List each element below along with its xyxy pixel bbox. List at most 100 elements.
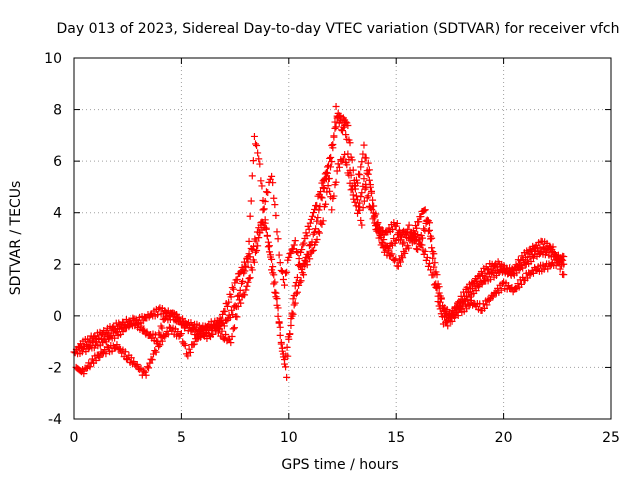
data-point [218,327,226,335]
data-point [497,286,505,294]
data-point [186,322,194,330]
data-point [293,248,301,256]
data-point [303,232,311,240]
data-point [359,204,367,212]
data-point [142,371,150,379]
data-point [277,266,285,274]
data-point [352,192,360,200]
data-point [425,219,433,227]
data-point [357,193,365,201]
data-point [263,231,271,239]
data-point [88,337,96,345]
data-point [333,167,341,175]
data-point [271,201,279,209]
x-tick-label: 10 [280,430,298,446]
y-tick-label: 4 [53,206,62,222]
data-points [70,102,568,381]
data-point [274,312,282,320]
data-point [299,241,307,249]
data-point [80,370,88,378]
data-point [270,194,278,202]
data-point [395,226,403,234]
data-point [165,323,173,331]
data-point [396,258,404,266]
data-point [430,250,438,258]
data-point [469,280,477,288]
data-point [245,237,253,245]
data-point [327,153,335,161]
data-point [246,274,254,282]
data-point [257,219,265,227]
data-point [475,283,483,291]
data-point [449,311,457,319]
data-point [320,184,328,192]
data-point [274,235,282,243]
data-point [184,352,192,360]
data-point [270,280,278,288]
data-point [293,288,301,296]
data-point [403,233,411,241]
data-point [279,275,287,283]
data-point [124,321,132,329]
data-point [314,214,322,222]
data-point [276,323,284,331]
data-point [399,254,407,262]
data-point [306,255,314,263]
data-point [408,228,416,236]
data-point [310,209,318,217]
data-point [529,269,537,277]
data-point [329,144,337,152]
data-point [268,255,276,263]
data-point [153,337,161,345]
data-point [345,171,353,179]
data-point [168,310,176,318]
data-point [230,285,238,293]
data-point [255,155,263,163]
data-point [260,205,268,213]
data-point [307,215,315,223]
data-point [364,159,372,167]
data-point [285,253,293,261]
data-point [287,321,295,329]
y-tick-labels: -4 -2 0 2 4 6 8 10 [44,51,62,428]
data-point [155,342,163,350]
data-point [440,307,448,315]
data-point [268,266,276,274]
data-point [427,266,435,274]
data-point [516,260,524,268]
data-point [275,318,283,326]
data-point [231,302,239,310]
data-point [346,179,354,187]
data-point [228,333,236,341]
data-point [305,225,313,233]
data-point [102,350,110,358]
data-point [128,320,136,328]
data-point [137,322,145,330]
data-point [244,253,252,261]
data-point [318,220,326,228]
data-point [360,141,368,149]
data-point [244,278,252,286]
data-point [420,225,428,233]
data-point [243,254,251,262]
plot-frame [73,57,612,420]
data-point [444,322,452,330]
data-point [473,277,481,285]
data-point [346,139,354,147]
data-point [334,109,342,117]
data-point [283,343,291,351]
y-tick-label: -2 [48,360,62,376]
data-point [446,317,454,325]
data-point [228,284,236,292]
data-point [420,207,428,215]
data-point [250,258,258,266]
data-point [557,262,565,270]
data-point [339,127,346,135]
data-point [315,206,323,214]
data-point [289,295,297,303]
data-point [158,324,166,332]
data-point [360,175,368,183]
data-point [192,325,200,333]
data-point [302,258,310,266]
